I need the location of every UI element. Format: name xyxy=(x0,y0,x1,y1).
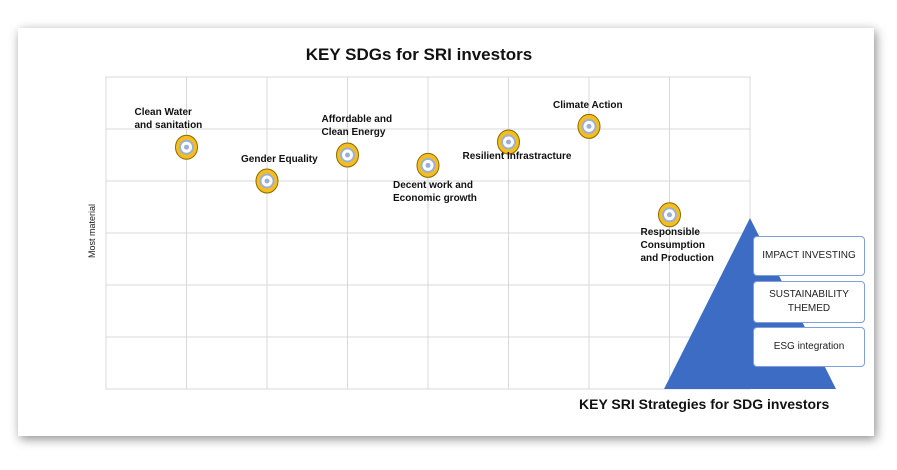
point-label: Climate Action xyxy=(553,100,623,112)
strategy-impact-investing: IMPACT INVESTING xyxy=(753,236,865,276)
point-label: Clean Water and sanitation xyxy=(134,107,203,132)
plot-points xyxy=(175,113,681,228)
strategy-esg-integration: ESG integration xyxy=(753,327,865,367)
point-label: Decent work and Economic growth xyxy=(393,180,477,205)
point-label: Affordable and Clean Energy xyxy=(321,114,393,138)
data-point-dot xyxy=(667,212,672,218)
data-point-dot xyxy=(506,139,511,145)
strategies-title: KEY SRI Strategies for SDG investors xyxy=(579,396,830,412)
point-label: Gender Equality xyxy=(241,154,318,165)
data-point-dot xyxy=(586,123,592,129)
point-label: Resilient Infrastracture xyxy=(462,151,572,162)
y-axis-label: Most material xyxy=(87,204,97,259)
data-point-dot xyxy=(184,144,189,150)
data-point-dot xyxy=(264,178,270,184)
strategy-sustainability-themed: SUSTAINABILITY THEMED xyxy=(753,281,865,323)
point-label: Responsible Consumption and Production xyxy=(640,226,714,264)
data-point-dot xyxy=(425,162,431,168)
data-point-dot xyxy=(345,152,350,158)
plot-grid xyxy=(105,76,751,390)
chart-title: KEY SDGs for SRI investors xyxy=(305,45,533,64)
